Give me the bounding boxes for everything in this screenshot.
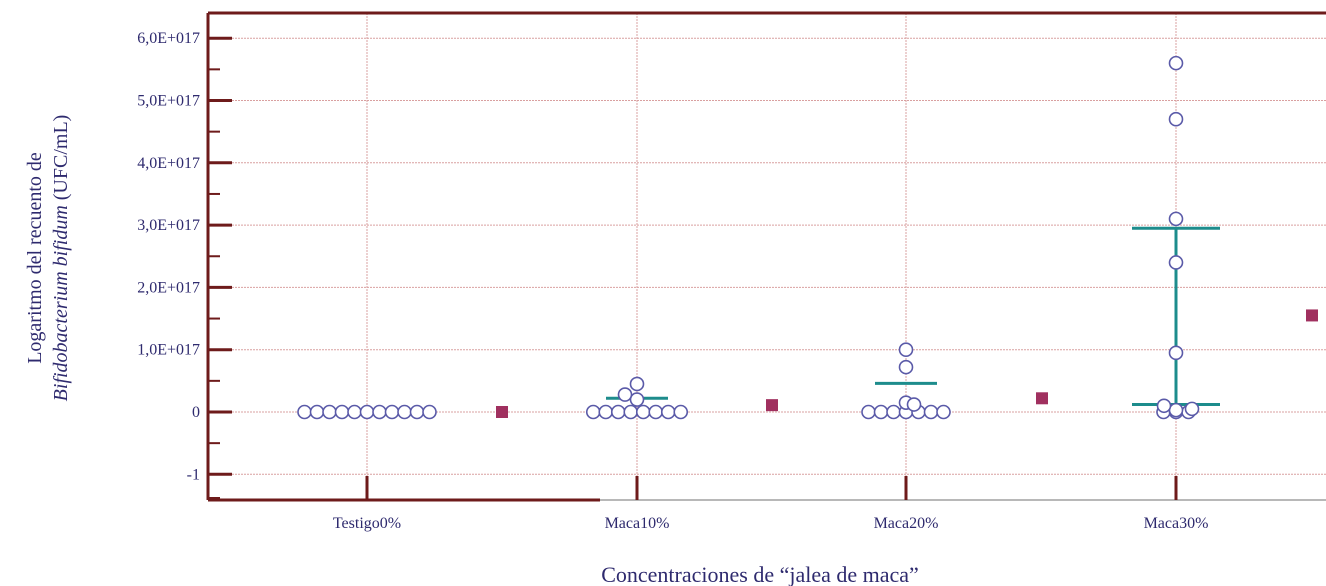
data-point (1170, 113, 1183, 126)
y-tick-label: 5,0E+017 (137, 93, 200, 110)
data-point (612, 406, 625, 419)
x-tick-label: Maca10% (605, 515, 670, 532)
y-tick-label: 2,0E+017 (137, 279, 200, 296)
plot-frame (208, 13, 1326, 500)
data-point (311, 406, 324, 419)
data-point (637, 406, 650, 419)
x-axis-ticks: Testigo0% Maca10% Maca20% Maca30% (333, 476, 1209, 532)
data-point (619, 388, 632, 401)
data-point (631, 393, 644, 406)
data-point (398, 406, 411, 419)
x-tick-label: Testigo0% (333, 515, 401, 532)
data-point (674, 406, 687, 419)
data-point (411, 406, 424, 419)
data-point (298, 406, 311, 419)
data-point (423, 406, 436, 419)
data-point (862, 406, 875, 419)
data-point (1170, 256, 1183, 269)
data-point (323, 406, 336, 419)
data-point (624, 406, 637, 419)
data-point (875, 406, 888, 419)
x-tick-label: Maca30% (1144, 515, 1209, 532)
data-point (599, 406, 612, 419)
data-point (900, 343, 913, 356)
y-tick-label: 4,0E+017 (137, 155, 200, 172)
data-point (1158, 399, 1171, 412)
y-tick-label: 6,0E+017 (137, 30, 200, 47)
data-point (662, 406, 675, 419)
mean-marker (1036, 392, 1048, 404)
y-axis-ticks: -1 0 1,0E+017 2,0E+017 3,0E+017 4,0E+017 5,0E+… (137, 30, 232, 498)
data-point (937, 406, 950, 419)
data-point (386, 406, 399, 419)
data-point (649, 406, 662, 419)
y-tick-label: -1 (187, 466, 200, 483)
data-point (1170, 212, 1183, 225)
y-tick-label: 0 (192, 404, 200, 421)
data-point (348, 406, 361, 419)
data-point (925, 406, 938, 419)
mean-marker (496, 406, 508, 418)
data-point (336, 406, 349, 419)
data-point (373, 406, 386, 419)
error-bars (606, 228, 1220, 404)
mean-marker (1306, 309, 1318, 321)
data-points (298, 57, 1199, 419)
data-point (900, 361, 913, 374)
x-axis-label: Concentraciones de “jalea de maca” (601, 562, 919, 586)
mean-marker (766, 399, 778, 411)
data-point (361, 406, 374, 419)
data-point (1170, 404, 1183, 417)
data-point (1186, 402, 1199, 415)
y-tick-label: 1,0E+017 (137, 342, 200, 359)
data-point (908, 398, 921, 411)
grid (208, 13, 1326, 500)
y-axis-label: Logaritmo del recuento de (24, 152, 46, 364)
data-point (587, 406, 600, 419)
data-point (1170, 57, 1183, 70)
x-tick-label: Maca20% (874, 515, 939, 532)
data-point (887, 406, 900, 419)
y-axis-label-line2: Bifidobacterium bifidum (UFC/mL) (50, 115, 72, 402)
y-tick-label: 3,0E+017 (137, 217, 200, 234)
data-point (631, 377, 644, 390)
data-point (1170, 346, 1183, 359)
